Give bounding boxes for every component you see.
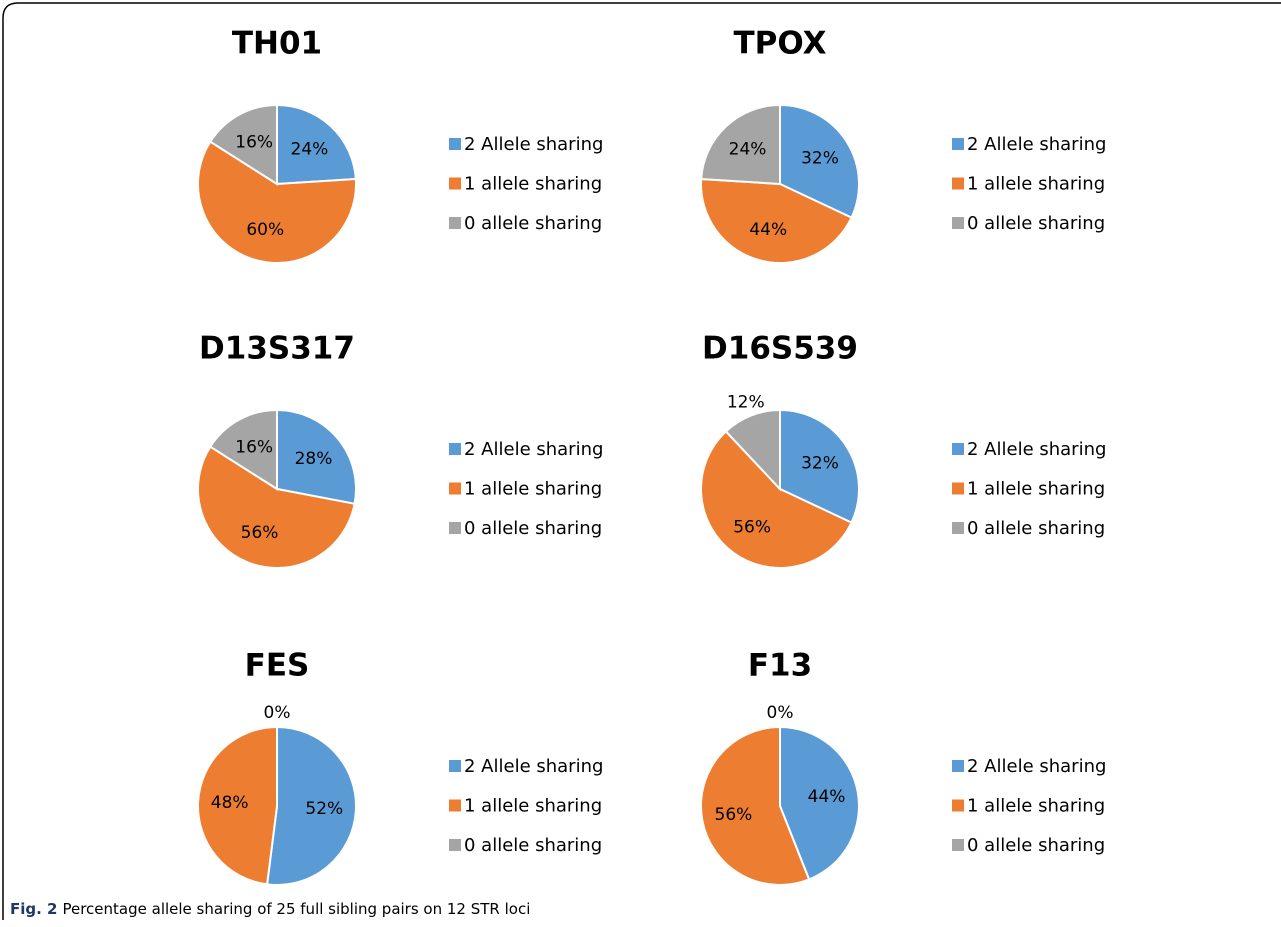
legend-label: 0 allele sharing	[967, 518, 1105, 539]
data-label: 44%	[808, 787, 846, 807]
pie-slice	[779, 408, 860, 524]
legend-swatch	[952, 760, 964, 772]
pie-slice	[724, 408, 781, 492]
legend-swatch	[449, 522, 461, 534]
data-label: 56%	[241, 523, 279, 543]
data-label: 48%	[211, 793, 249, 813]
legend-swatch	[952, 138, 964, 150]
legend-label: 1 allele sharing	[464, 479, 602, 500]
data-label: 16%	[235, 437, 273, 457]
legend-swatch	[952, 177, 964, 190]
data-label: 52%	[305, 799, 343, 819]
pie-slice	[197, 725, 278, 886]
data-label: 28%	[295, 449, 333, 469]
pie-slice	[208, 408, 278, 491]
legend-label: 2 Allele sharing	[967, 756, 1106, 777]
caption: Fig. 2 Percentage allele sharing of 25 fu…	[10, 900, 530, 918]
legend-swatch	[449, 217, 461, 229]
legend-swatch	[952, 443, 964, 455]
data-label: 32%	[801, 454, 839, 474]
legend-swatch	[952, 839, 964, 851]
legend-label: 1 allele sharing	[967, 796, 1105, 817]
chart-title: F13	[748, 648, 812, 684]
legend-swatch	[952, 217, 964, 229]
pie-slice	[197, 140, 357, 264]
legend-label: 0 allele sharing	[967, 835, 1105, 856]
pie-slice	[197, 445, 356, 569]
pie-slice	[265, 725, 357, 886]
legend-label: 0 allele sharing	[464, 835, 602, 856]
legend-swatch	[449, 760, 461, 772]
data-label: 44%	[749, 220, 787, 240]
legend-swatch	[449, 839, 461, 851]
legend-label: 0 allele sharing	[464, 518, 602, 539]
pie-slice	[700, 725, 811, 886]
pie-slice	[700, 103, 781, 186]
legend-swatch	[952, 522, 964, 534]
legend-swatch	[449, 443, 461, 455]
chart-title: D13S317	[199, 331, 355, 367]
data-label: 12%	[727, 393, 765, 413]
data-label: 56%	[733, 517, 771, 537]
data-label: 60%	[246, 220, 284, 240]
data-label: 24%	[291, 139, 329, 159]
legend-swatch	[952, 482, 964, 495]
legend-swatch	[449, 177, 461, 190]
legend-label: 1 allele sharing	[464, 796, 602, 817]
data-label: 0%	[767, 703, 794, 723]
caption-label: Fig. 2	[10, 900, 57, 918]
legend-swatch	[952, 799, 964, 812]
legend-label: 1 allele sharing	[967, 479, 1105, 500]
pie-slice	[779, 725, 860, 881]
legend-label: 2 Allele sharing	[967, 439, 1106, 460]
legend-label: 2 Allele sharing	[967, 134, 1106, 155]
legend-label: 2 Allele sharing	[464, 756, 603, 777]
legend-swatch	[449, 138, 461, 150]
legend-label: 1 allele sharing	[464, 174, 602, 195]
legend-label: 1 allele sharing	[967, 174, 1105, 195]
legend-label: 0 allele sharing	[967, 213, 1105, 234]
pie-slice	[276, 103, 357, 186]
pie-slice	[700, 429, 853, 569]
pie-slice	[700, 177, 853, 264]
data-label: 32%	[801, 149, 839, 169]
legend-label: 2 Allele sharing	[464, 439, 603, 460]
data-label: 24%	[729, 139, 767, 159]
chart-title: TPOX	[733, 26, 826, 62]
pie-slice	[276, 408, 357, 505]
caption-text: Percentage allele sharing of 25 full sib…	[62, 900, 530, 918]
chart-title: D16S539	[702, 331, 858, 367]
legend-swatch	[449, 799, 461, 812]
legend-label: 0 allele sharing	[464, 213, 602, 234]
pie-slice	[779, 103, 860, 219]
chart-title: FES	[245, 648, 310, 684]
data-label: 16%	[235, 132, 273, 152]
pie-slice	[208, 103, 278, 186]
chart-title: TH01	[232, 26, 322, 62]
legend-label: 2 Allele sharing	[464, 134, 603, 155]
data-label: 0%	[264, 703, 291, 723]
legend-swatch	[449, 482, 461, 495]
data-label: 56%	[715, 805, 753, 825]
